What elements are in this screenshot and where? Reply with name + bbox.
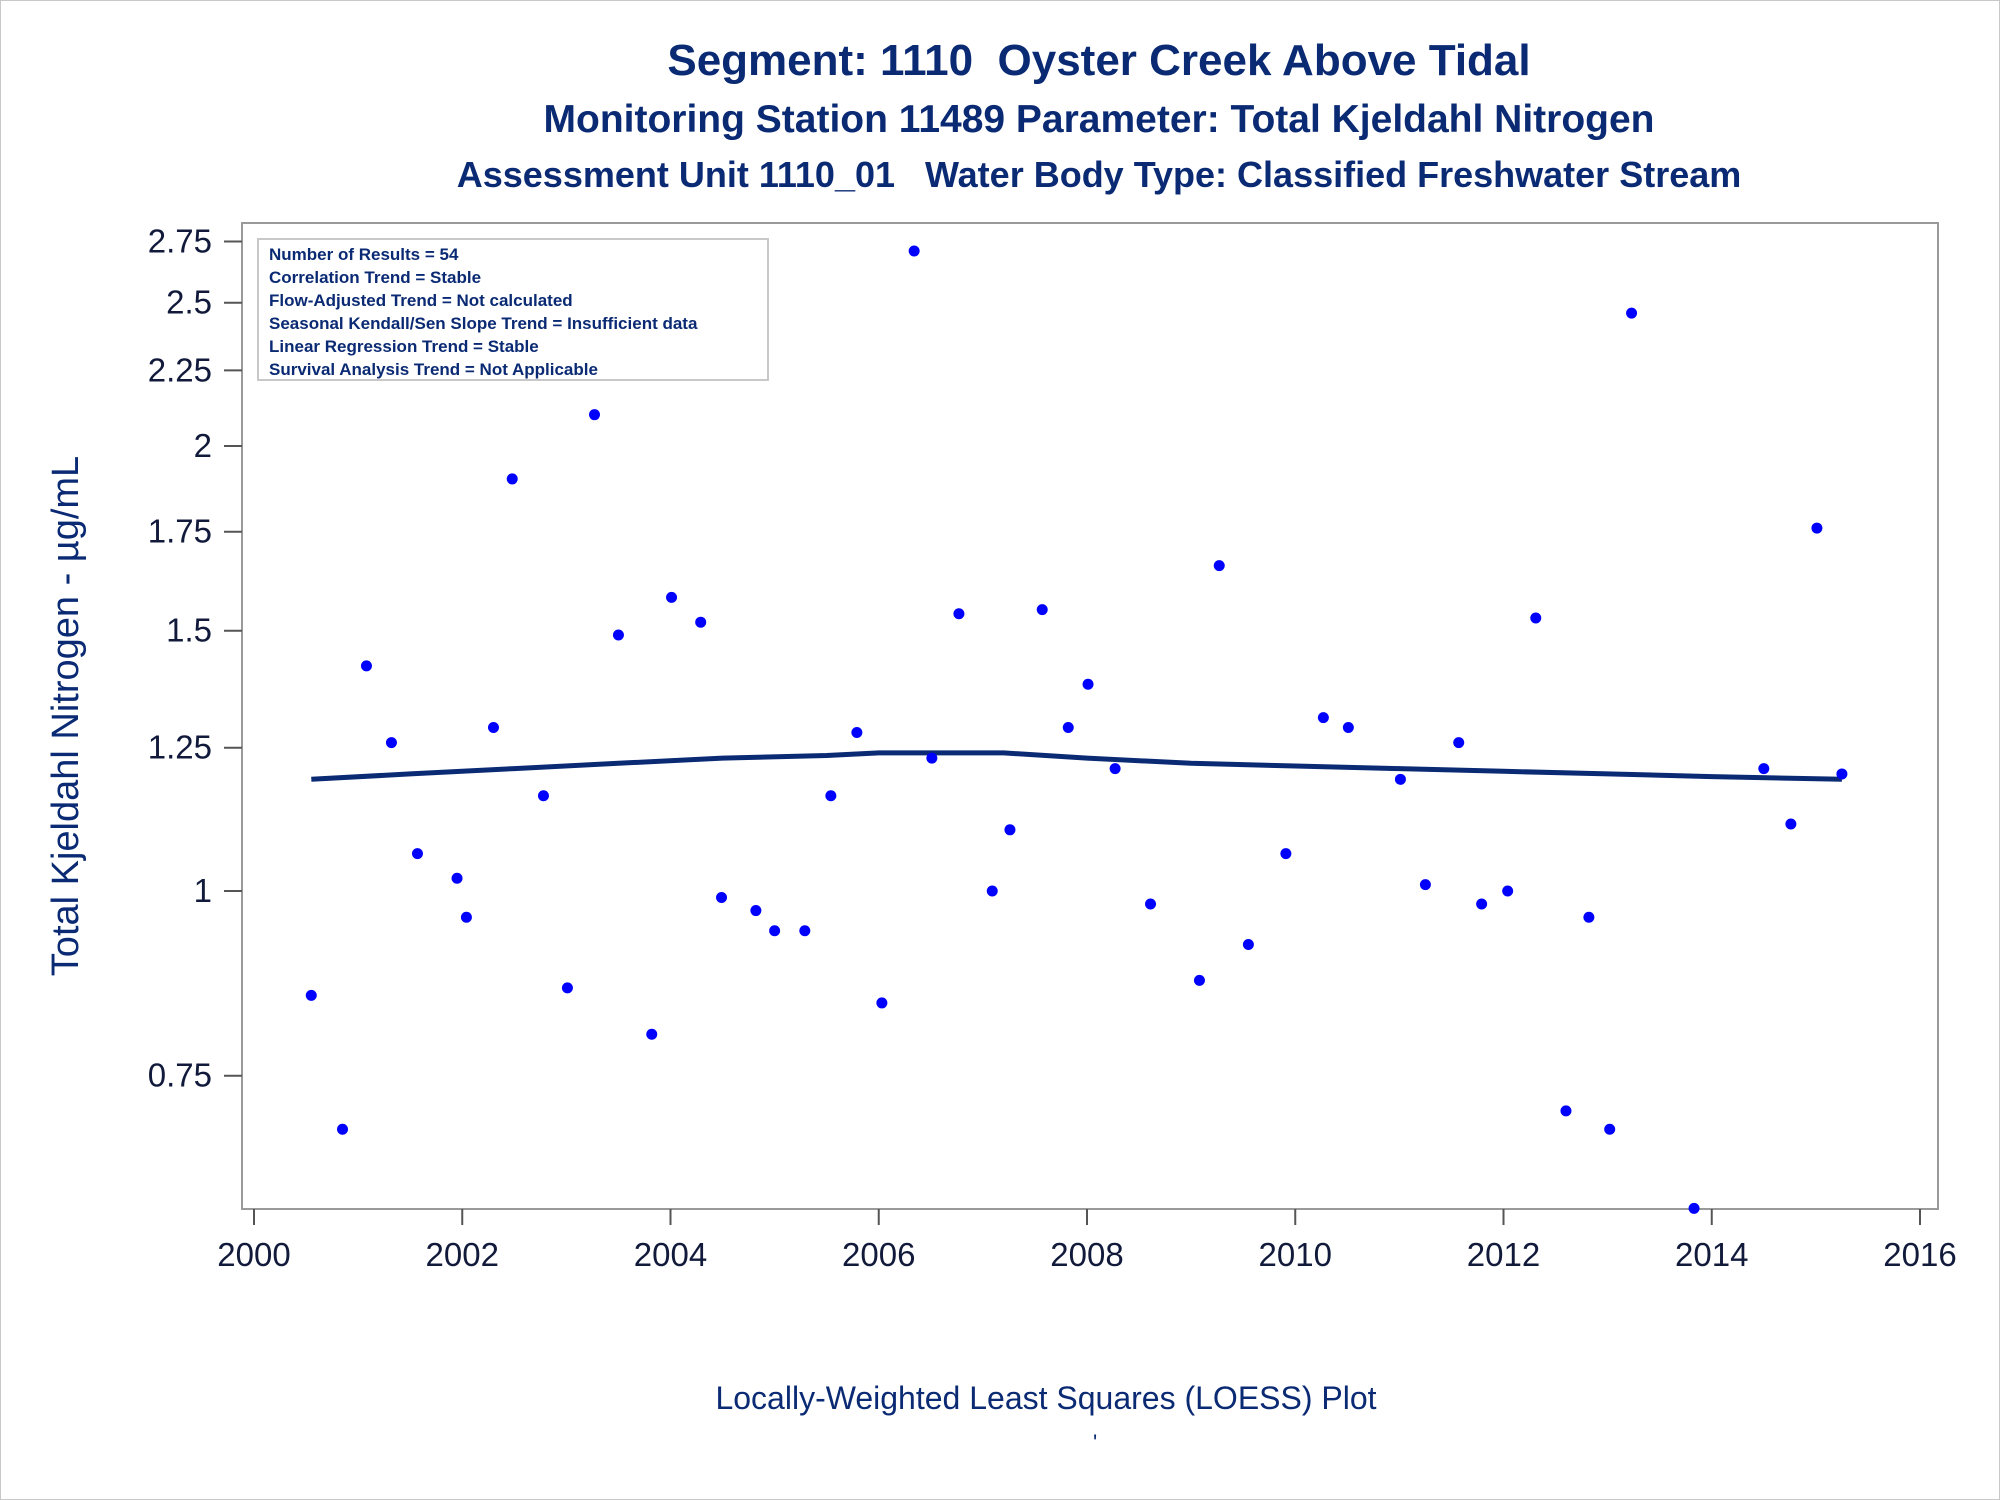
data-point [908, 245, 920, 257]
data-point [1036, 604, 1048, 616]
stats-line-seasonal-kendall: Seasonal Kendall/Sen Slope Trend = Insuf… [269, 314, 698, 333]
data-point [750, 905, 762, 917]
data-points [305, 245, 1848, 1214]
y-tick-label: 1.75 [148, 513, 212, 550]
data-point [1626, 307, 1638, 319]
data-point [646, 1028, 658, 1040]
data-point [1242, 939, 1254, 951]
data-point [1836, 768, 1848, 780]
chart-footnote: Locally-Weighted Least Squares (LOESS) P… [715, 1380, 1377, 1416]
data-point [695, 616, 707, 628]
data-point [612, 629, 624, 641]
data-point [1811, 522, 1823, 534]
data-point [1317, 712, 1329, 724]
data-point [1109, 763, 1121, 775]
data-point [1082, 678, 1094, 690]
stats-line-linear-regression: Linear Regression Trend = Stable [269, 337, 539, 356]
x-tick-label: 2002 [426, 1236, 499, 1273]
data-point [305, 989, 317, 1001]
y-tick-label: 1 [194, 872, 212, 909]
x-tick-label: 2004 [634, 1236, 707, 1273]
data-point [385, 737, 397, 749]
data-point [506, 473, 518, 485]
data-point [1193, 974, 1205, 986]
footnote-mark: ' [1093, 1430, 1098, 1455]
data-point [1785, 818, 1797, 830]
data-point [1502, 885, 1514, 897]
data-point [769, 925, 781, 937]
data-point [588, 409, 600, 421]
data-point [1583, 911, 1595, 923]
data-point [986, 885, 998, 897]
data-point [1453, 737, 1465, 749]
data-point [460, 911, 472, 923]
data-point [1604, 1123, 1616, 1135]
trend-stats-box: Number of Results = 54 Correlation Trend… [257, 238, 769, 381]
data-point [487, 722, 499, 734]
data-point [1688, 1202, 1700, 1214]
x-tick-label: 2016 [1883, 1236, 1956, 1273]
loess-line [311, 750, 1842, 782]
y-tick-label: 2.5 [166, 284, 212, 321]
data-point [411, 848, 423, 860]
stats-line-flow-adjusted: Flow-Adjusted Trend = Not calculated [269, 291, 573, 310]
data-point [537, 790, 549, 802]
y-tick-label: 1.5 [166, 612, 212, 649]
data-point [1062, 722, 1074, 734]
data-point [337, 1123, 349, 1135]
loess-curve [311, 750, 1842, 782]
data-point [1004, 824, 1016, 836]
data-point [1280, 848, 1292, 860]
chart-subtitle-2: Assessment Unit 1110_01 Water Body Type:… [456, 154, 1742, 195]
x-tick-label: 2006 [842, 1236, 915, 1273]
data-point [716, 891, 728, 903]
data-point [1758, 763, 1770, 775]
y-tick-label: 2.75 [148, 223, 212, 260]
data-point [1394, 773, 1406, 785]
data-point [1213, 560, 1225, 572]
x-tick-label: 2008 [1050, 1236, 1123, 1273]
y-tick-label: 2 [194, 427, 212, 464]
data-point [876, 997, 888, 1009]
data-point [451, 872, 463, 884]
y-tick-label: 0.75 [148, 1057, 212, 1094]
y-axis-label: Total Kjeldahl Nitrogen - µg/mL [45, 456, 87, 976]
data-point [953, 608, 965, 620]
data-point [851, 727, 863, 739]
data-point [1530, 612, 1542, 624]
x-tick-label: 2012 [1467, 1236, 1540, 1273]
data-point [1560, 1105, 1572, 1117]
stats-line-results: Number of Results = 54 [269, 245, 459, 264]
data-point [1145, 898, 1157, 910]
data-point [799, 925, 811, 937]
x-tick-label: 2010 [1259, 1236, 1332, 1273]
x-tick-label: 2000 [217, 1236, 290, 1273]
data-point [926, 752, 938, 764]
data-point [360, 660, 372, 672]
plot-area [241, 222, 1939, 1210]
data-point [825, 790, 837, 802]
data-point [1419, 879, 1431, 891]
y-tick-label: 2.25 [148, 351, 212, 388]
x-tick-label: 2014 [1675, 1236, 1748, 1273]
data-point [666, 591, 678, 603]
stats-line-survival-analysis: Survival Analysis Trend = Not Applicable [269, 360, 598, 379]
y-tick-label: 1.25 [148, 729, 212, 766]
stats-line-correlation: Correlation Trend = Stable [269, 268, 481, 287]
y-axis: 0.75 1 1.25 1.5 1.75 2 2.25 2.5 2.75 [148, 223, 242, 1094]
data-point [1342, 722, 1354, 734]
data-point [1476, 898, 1488, 910]
x-axis: 2000 2002 2004 2006 2008 2010 2012 2014 2016 [217, 1209, 1957, 1273]
chart-subtitle: Monitoring Station 11489 Parameter: Tota… [543, 98, 1655, 141]
chart-title: Segment: 1110 Oyster Creek Above Tidal [667, 36, 1531, 85]
data-point [561, 982, 573, 994]
